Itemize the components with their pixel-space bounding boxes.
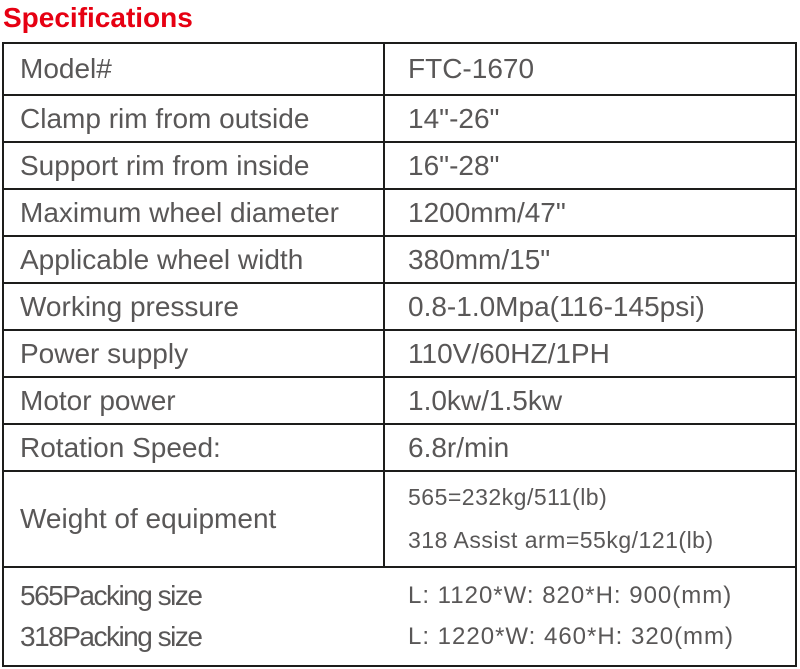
spec-value: 380mm/15" [408,243,551,275]
packing-value: L: 1120*W: 820*H: 900(mm) [408,582,733,610]
spec-value: 1200mm/47" [408,196,566,228]
spec-table: Model# FTC-1670 Clamp rim from outside 1… [2,42,797,667]
spec-value: 14"-26" [408,102,500,134]
weight-value-line: 318 Assist arm=55kg/121(lb) [408,527,714,553]
table-row-packing: 318Packing size L: 1220*W: 460*H: 320(mm… [4,621,795,653]
spec-label: Support rim from inside [4,143,385,188]
spec-value: 0.8-1.0Mpa(116-145psi) [408,290,705,322]
packing-value: L: 1220*W: 460*H: 320(mm) [408,622,735,650]
table-row: Support rim from inside 16"-28" [4,143,795,190]
table-row: Model# FTC-1670 [4,44,795,96]
spec-label: Weight of equipment [4,472,385,566]
spec-value: 1.0kw/1.5kw [408,384,563,416]
table-row: Maximum wheel diameter 1200mm/47" [4,190,795,237]
spec-label: Motor power [4,378,385,423]
table-row-weight: Weight of equipment 565=232kg/511(lb) 31… [4,472,795,568]
packing-section: 565Packing size L: 1120*W: 820*H: 900(mm… [4,568,795,665]
packing-label: 318Packing size [20,620,203,652]
table-row: Clamp rim from outside 14"-26" [4,96,795,143]
packing-label: 565Packing size [20,580,203,612]
spec-value: 6.8r/min [408,431,510,463]
spec-label: Applicable wheel width [4,237,385,282]
spec-label: Clamp rim from outside [4,96,385,141]
weight-value-line: 565=232kg/511(lb) [408,484,608,510]
spec-label: Rotation Speed: [4,425,385,470]
spec-label: Working pressure [4,284,385,329]
spec-value: 110V/60HZ/1PH [408,337,610,369]
spec-value: FTC-1670 [408,53,535,84]
table-row: Applicable wheel width 380mm/15" [4,237,795,284]
table-row: Motor power 1.0kw/1.5kw [4,378,795,425]
table-row: Power supply 110V/60HZ/1PH [4,331,795,378]
page-title: Specifications [3,2,193,33]
table-row: Rotation Speed: 6.8r/min [4,425,795,472]
spec-label: Maximum wheel diameter [4,190,385,235]
spec-label: Power supply [4,331,385,376]
spec-value-group: 565=232kg/511(lb) 318 Assist arm=55kg/12… [385,472,795,566]
spec-label: Model# [4,44,385,94]
spec-value: 16"-28" [408,149,500,181]
table-row: Working pressure 0.8-1.0Mpa(116-145psi) [4,284,795,331]
table-row-packing: 565Packing size L: 1120*W: 820*H: 900(mm… [4,580,795,612]
